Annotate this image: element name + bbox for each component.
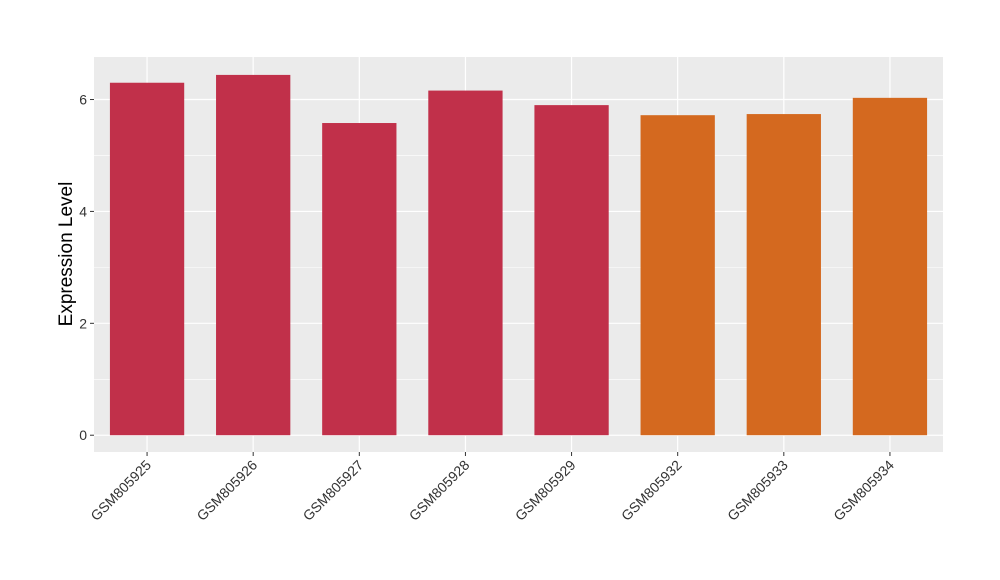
y-axis: 0 2 4 6 [79, 92, 94, 443]
bar-GSM805927 [322, 123, 397, 436]
bar-GSM805928 [428, 90, 503, 436]
y-tick-label: 4 [79, 203, 87, 219]
y-axis-title: Expression Level [56, 182, 77, 327]
x-tick-label: GSM805932 [618, 457, 685, 524]
x-tick-label: GSM805927 [300, 457, 367, 524]
bar-GSM805932 [640, 115, 715, 436]
y-tick-label: 6 [79, 92, 87, 108]
x-tick-label: GSM805929 [512, 457, 579, 524]
y-tick-label: 2 [79, 315, 87, 331]
x-axis: GSM805925 GSM805926 GSM805927 GSM805928 GSM8… [87, 452, 897, 524]
bars [109, 74, 928, 436]
x-tick-label: GSM805925 [87, 457, 154, 524]
bar-GSM805925 [109, 82, 185, 436]
x-tick-label: GSM805926 [193, 457, 260, 524]
x-tick-label: GSM805934 [830, 457, 897, 524]
x-tick-label: GSM805928 [406, 457, 473, 524]
bar-GSM805934 [852, 97, 928, 436]
bar-GSM805933 [746, 114, 821, 436]
bar-GSM805926 [216, 74, 291, 436]
bar-GSM805929 [534, 105, 609, 436]
x-tick-label: GSM805933 [724, 457, 791, 524]
y-tick-label: 0 [79, 427, 87, 443]
